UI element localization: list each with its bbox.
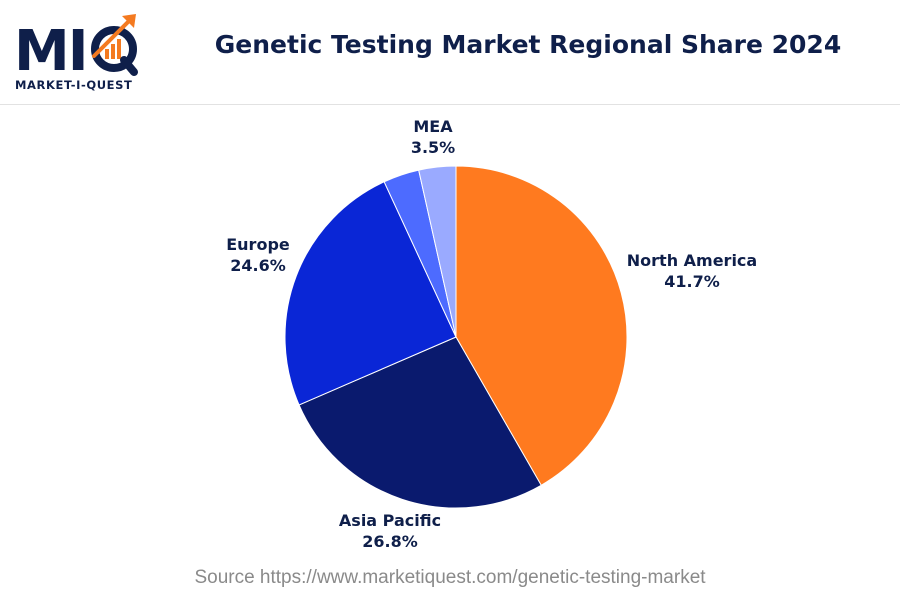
logo-subtitle: MARKET-I-QUEST xyxy=(15,78,133,92)
pie-slice-asia-pacific xyxy=(298,336,542,509)
pie-slice-north-america xyxy=(455,165,628,486)
source-note: Source https://www.marketiquest.com/gene… xyxy=(194,567,706,588)
logo-bar-3 xyxy=(117,39,121,59)
slice-label-asia-pacific: Asia Pacific xyxy=(339,511,441,530)
slice-label-north-america: North America xyxy=(627,251,757,270)
chart-title: Genetic Testing Market Regional Share 20… xyxy=(214,30,842,59)
slice-value-north-america: 41.7% xyxy=(664,272,720,291)
brand-logo: MI MARKET-I-QUEST xyxy=(14,12,144,92)
logo-bar-1 xyxy=(105,49,109,59)
slice-value-asia-pacific: 26.8% xyxy=(362,532,418,551)
logo-mark: MI xyxy=(14,14,138,76)
logo-q-tail xyxy=(120,56,138,76)
logo-bar-2 xyxy=(111,44,115,59)
arrow-up-right-icon xyxy=(122,14,136,28)
pie-slice-europe xyxy=(284,181,457,406)
slice-value-mea: 3.5% xyxy=(411,138,455,157)
pie-slice-mea xyxy=(418,165,457,338)
pie-slices xyxy=(284,165,628,509)
slice-label-europe: Europe xyxy=(226,235,290,254)
header: MI MARKET-I-QUEST Genetic Testing Market… xyxy=(0,0,900,105)
svg-text:MI: MI xyxy=(14,19,87,76)
logo-arrow-line xyxy=(92,16,134,58)
slice-value-europe: 24.6% xyxy=(230,256,286,275)
logo-q-ring xyxy=(91,26,137,72)
pie-labels: North America 41.7% Asia Pacific 26.8% Europ… xyxy=(226,117,757,551)
slice-label-mea: MEA xyxy=(413,117,453,136)
